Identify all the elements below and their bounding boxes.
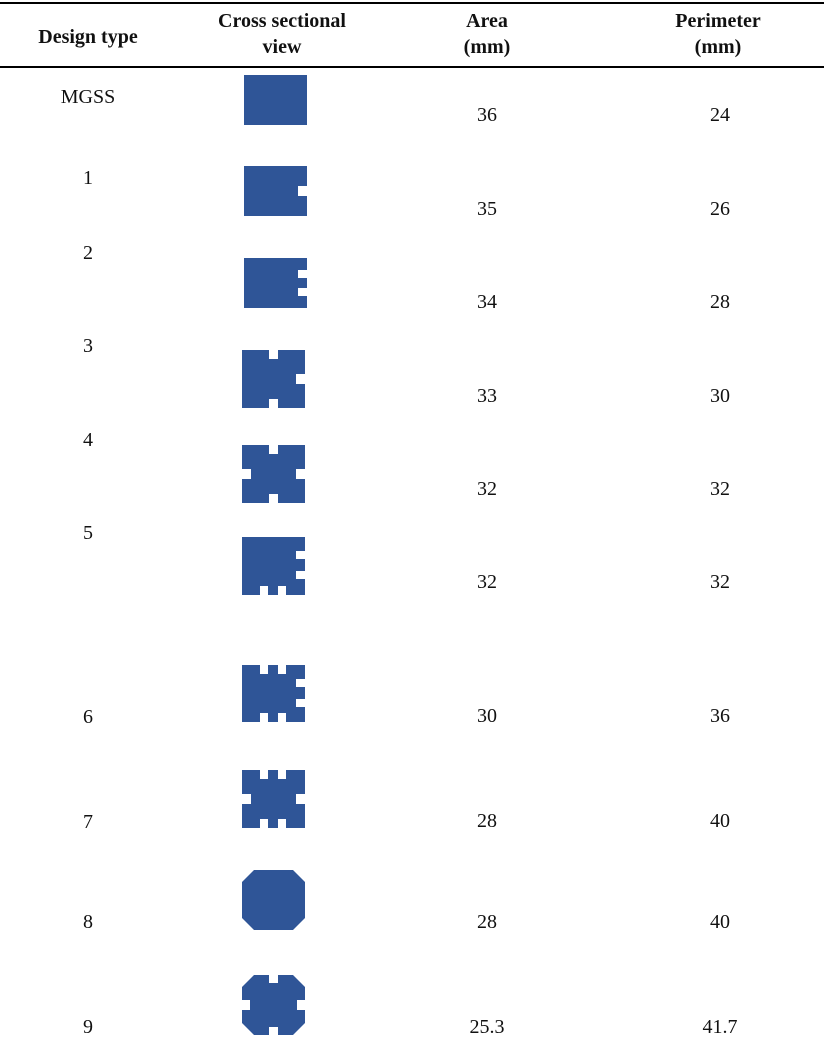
perimeter-cell: 40: [710, 911, 730, 933]
cross-section: [242, 870, 305, 930]
header-cell: Design type: [38, 26, 138, 48]
perimeter-cell: 32: [710, 478, 730, 500]
area-cell: 36: [477, 104, 497, 126]
cross-section: [244, 258, 307, 308]
perimeter-cell: 36: [710, 705, 730, 727]
area-cell: 33: [477, 385, 497, 407]
top-rule: [0, 2, 824, 4]
design-cell: 6: [83, 706, 93, 728]
cross-section: [244, 166, 307, 216]
area-cell: 35: [477, 198, 497, 220]
area-cell: 28: [477, 911, 497, 933]
perimeter-cell: 41.7: [702, 1016, 738, 1038]
design-cell: 7: [83, 811, 93, 833]
perimeter-cell: 32: [710, 571, 730, 593]
perimeter-cell: 24: [710, 104, 730, 126]
design-cell: 5: [83, 522, 93, 544]
design-cell: 4: [83, 429, 93, 451]
cross-section: [242, 665, 305, 722]
perimeter-cell: 28: [710, 291, 730, 313]
area-cell: 25.3: [469, 1016, 505, 1038]
design-cell: MGSS: [60, 86, 116, 108]
design-cell: 2: [83, 242, 93, 264]
area-cell: 32: [477, 571, 497, 593]
perimeter-cell: 26: [710, 198, 730, 220]
design-cell: 3: [83, 335, 93, 357]
area-cell: 32: [477, 478, 497, 500]
cross-section: [242, 770, 305, 828]
area-cell: 34: [477, 291, 497, 313]
header-cell: Perimeter (mm): [675, 10, 761, 58]
cross-section: [242, 445, 305, 503]
design-cell: 9: [83, 1016, 93, 1038]
cross-section: [242, 350, 305, 408]
header-cell: Cross sectional view: [218, 10, 346, 58]
design-cell: 1: [83, 167, 93, 189]
perimeter-cell: 30: [710, 385, 730, 407]
cross-section: [242, 537, 305, 595]
area-cell: 30: [477, 705, 497, 727]
design-cell: 8: [83, 911, 93, 933]
area-cell: 28: [477, 810, 497, 832]
header-rule: [0, 66, 824, 68]
perimeter-cell: 40: [710, 810, 730, 832]
cross-section: [244, 75, 307, 125]
header-cell: Area (mm): [463, 10, 511, 58]
cross-section: [242, 975, 305, 1035]
